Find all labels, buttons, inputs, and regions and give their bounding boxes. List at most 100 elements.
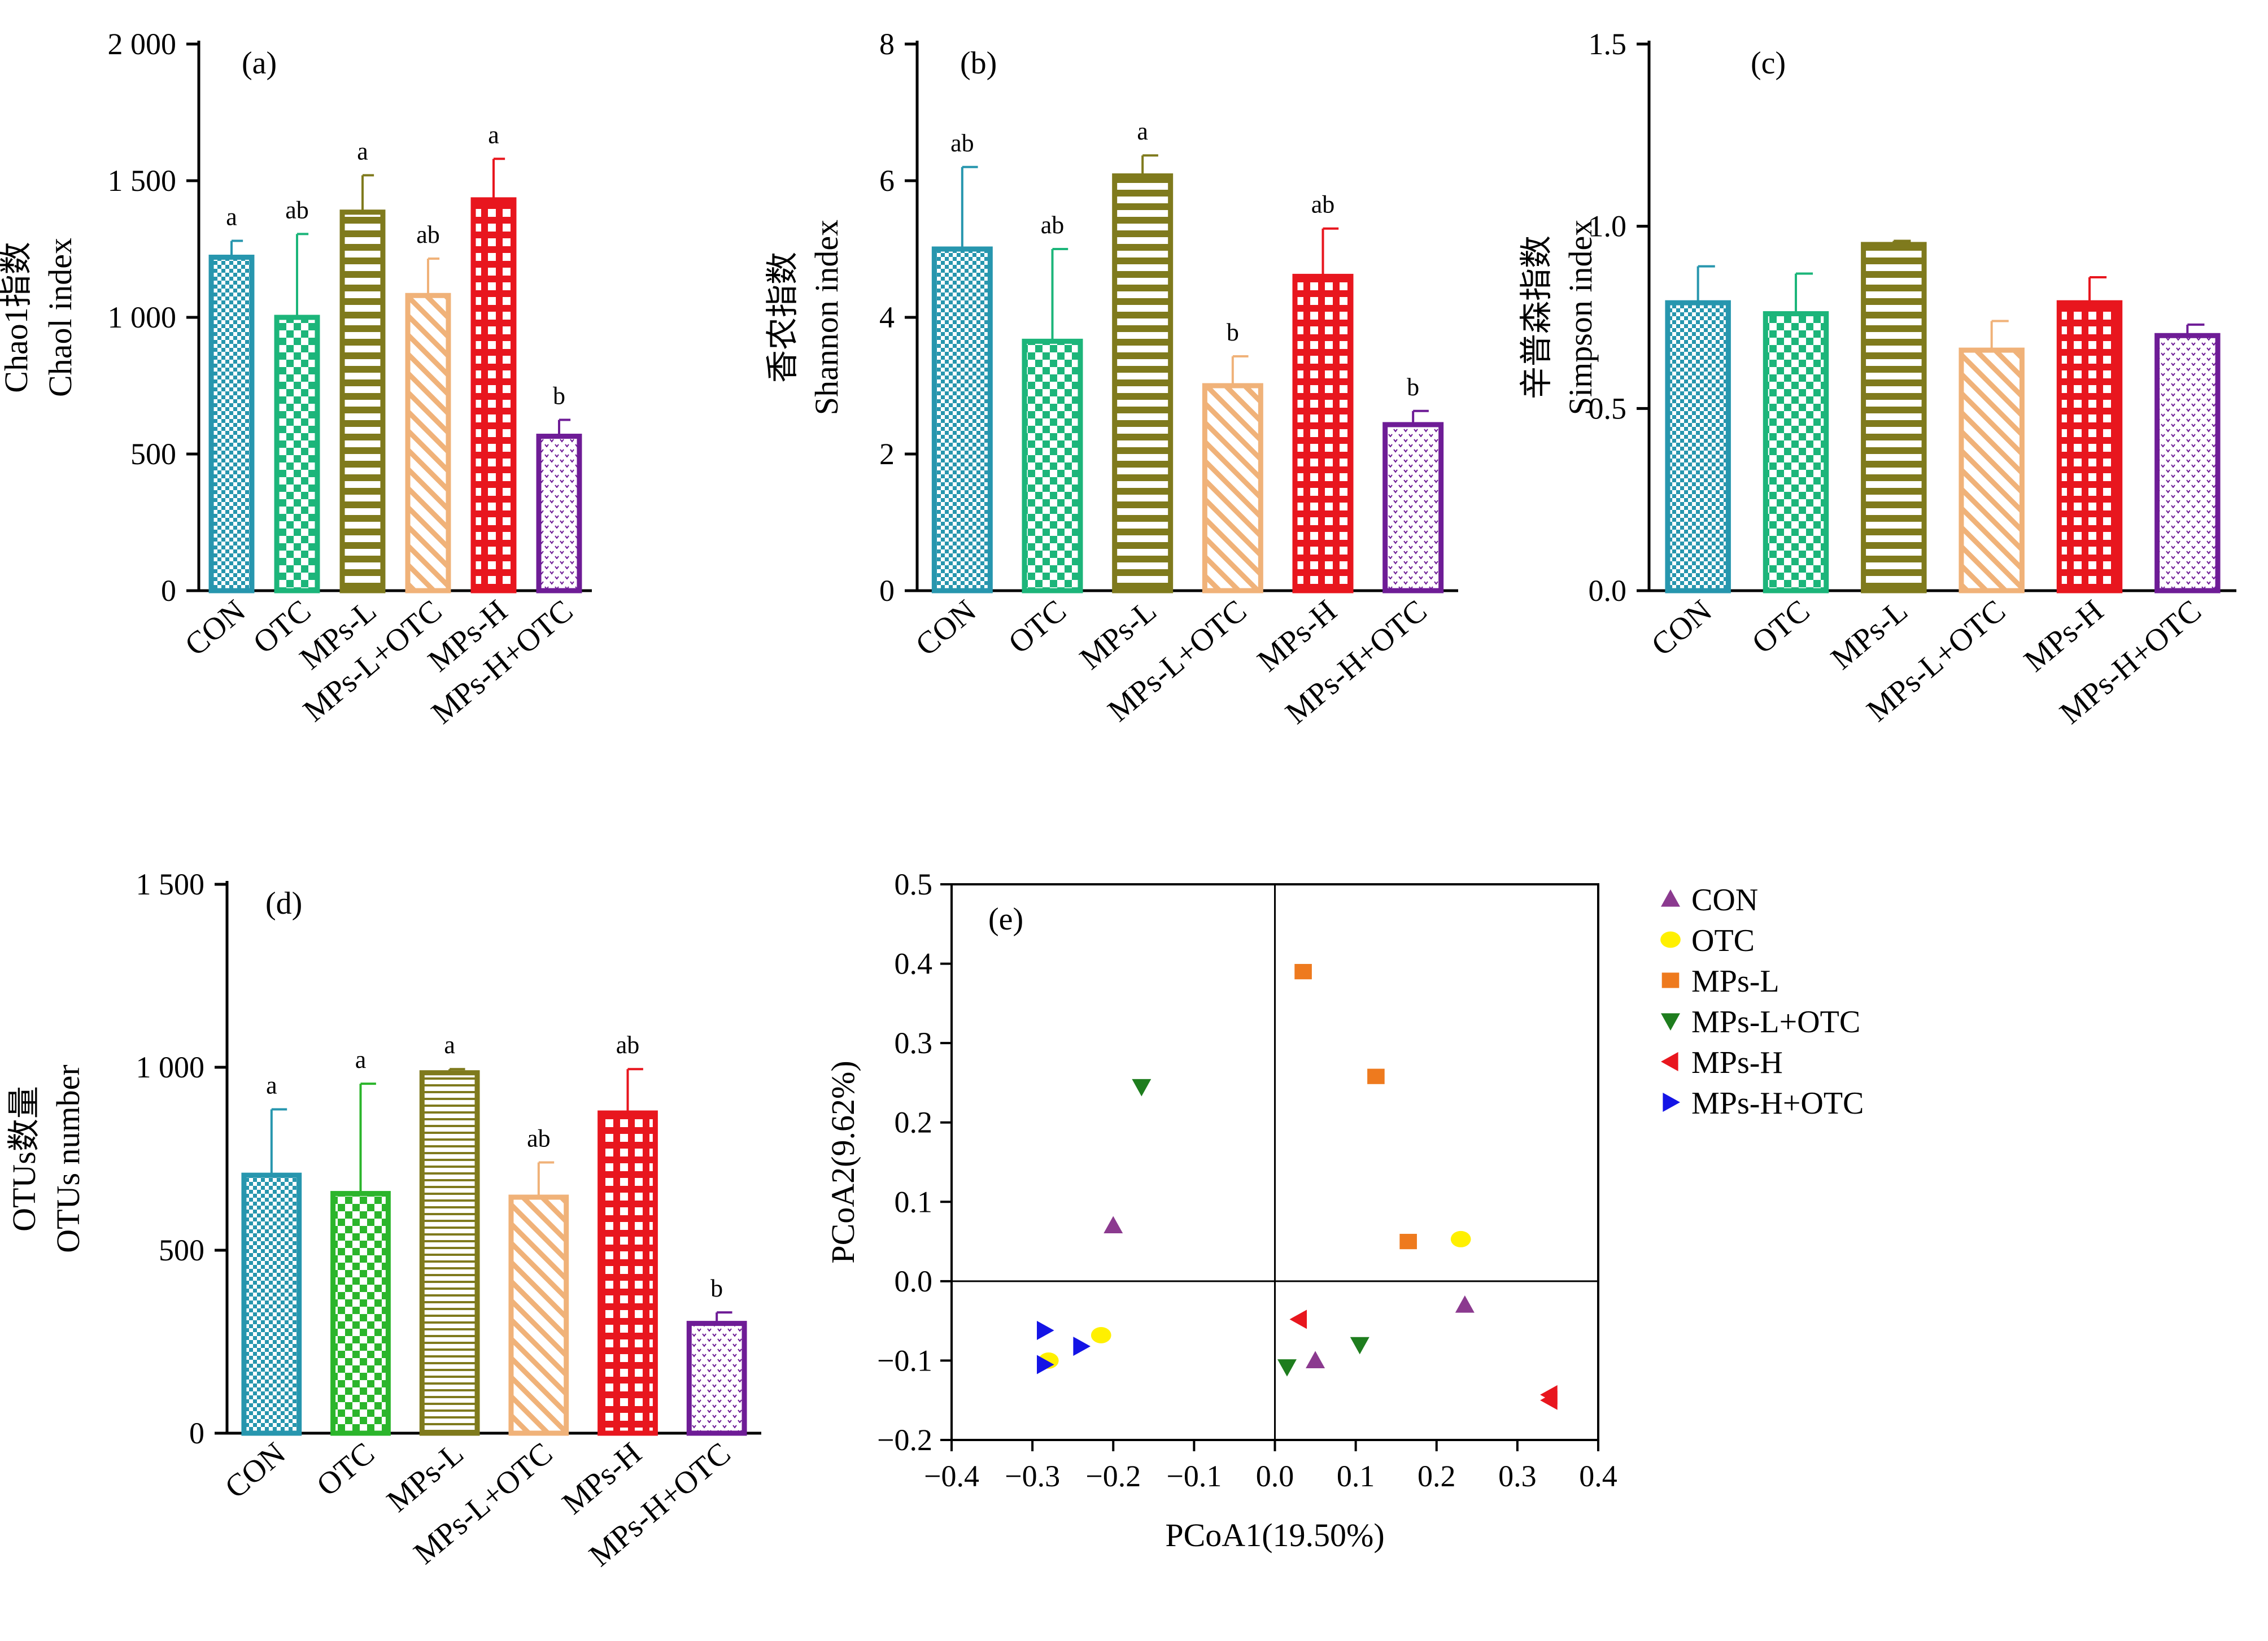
- legend-label: MPs-L+OTC: [1691, 1005, 1860, 1040]
- y-axis-label-en: Chaol index: [42, 238, 78, 397]
- y-axis-label-en: Shannon index: [808, 220, 845, 415]
- y-axis-label-en: OTUs number: [50, 1064, 86, 1252]
- significance-letter: ab: [1041, 211, 1065, 239]
- y-tick-label: −0.2: [877, 1423, 932, 1457]
- y-tick-label: 2: [879, 437, 895, 471]
- y-tick-label: 0.1: [895, 1185, 933, 1219]
- bar-mps-h-otc: [536, 434, 582, 593]
- x-tick-label: MPs-L: [1825, 593, 1914, 677]
- y-tick-label: −0.1: [877, 1343, 932, 1377]
- significance-letter: ab: [1311, 191, 1335, 219]
- x-tick-label: −0.1: [1166, 1459, 1222, 1493]
- y-tick-label: 0: [189, 1416, 204, 1450]
- y-tick-label: 8: [879, 27, 895, 61]
- data-point: [1367, 1068, 1385, 1084]
- legend-label: MPs-H: [1691, 1045, 1783, 1080]
- y-tick-label: 0.0: [1589, 574, 1627, 608]
- significance-letter: ab: [950, 129, 974, 157]
- x-tick-label: −0.3: [1005, 1459, 1060, 1493]
- y-tick-label: 0: [879, 574, 895, 608]
- x-tick-label: OTC: [1002, 593, 1073, 660]
- data-point: [1036, 1355, 1054, 1374]
- x-tick-label: 0.3: [1498, 1459, 1537, 1493]
- significance-letter: b: [710, 1275, 723, 1302]
- data-point: [1540, 1390, 1558, 1410]
- bar-mps-h: [597, 1110, 658, 1436]
- significance-letter: b: [1227, 318, 1239, 346]
- y-tick-label: 1 500: [108, 164, 177, 198]
- y-tick-label: 1 500: [136, 867, 205, 901]
- data-point: [1277, 1359, 1297, 1377]
- bar-mps-h: [1292, 273, 1354, 593]
- bar-otc: [274, 315, 320, 593]
- legend-label: CON: [1691, 883, 1758, 918]
- panel-label: (e): [988, 902, 1023, 937]
- x-tick-label: 0.2: [1418, 1459, 1456, 1493]
- bar-otc: [330, 1191, 391, 1436]
- bar-mps-l: [419, 1070, 480, 1436]
- bar-mps-l: [1112, 173, 1174, 593]
- significance-letter: ab: [416, 221, 440, 248]
- significance-letter: ab: [285, 196, 309, 224]
- significance-letter: ab: [616, 1031, 640, 1059]
- data-point: [1450, 1230, 1471, 1247]
- bar-mps-h-otc: [686, 1321, 747, 1436]
- data-point: [1073, 1337, 1091, 1356]
- y-axis-label-cn: 香农指数: [764, 252, 801, 383]
- bar-mps-h-otc: [1382, 422, 1444, 593]
- series-mps-l: [1294, 964, 1417, 1250]
- bar-otc: [1763, 311, 1829, 593]
- bar-con: [1665, 300, 1731, 593]
- data-point: [1289, 1310, 1307, 1329]
- x-tick-label: OTC: [1746, 593, 1817, 660]
- legend-marker: [1661, 889, 1680, 907]
- data-point: [1306, 1351, 1325, 1369]
- panel-d-otus-chart: 0 500 1 000 1 500 (d) OTUs数量 OTUs number a CON a O…: [6, 867, 761, 1573]
- panel-label: (a): [242, 46, 277, 81]
- panel-label: (c): [1751, 46, 1786, 81]
- legend-marker: [1661, 1013, 1680, 1031]
- significance-letter: b: [553, 382, 565, 410]
- y-axis-label-en: Simpson index: [1562, 220, 1599, 415]
- x-tick-label: CON: [178, 593, 252, 662]
- series-mps-h-otc: [1036, 1321, 1091, 1374]
- panel-label: (d): [265, 886, 302, 921]
- data-point: [1350, 1337, 1369, 1355]
- series-con: [1104, 1216, 1475, 1369]
- y-tick-label: 0.0: [895, 1264, 933, 1298]
- data-point: [1399, 1233, 1417, 1250]
- significance-letter: a: [357, 137, 368, 165]
- bar-mps-l-otc: [508, 1194, 569, 1436]
- bar-mps-h: [2056, 300, 2123, 593]
- significance-letter: a: [1137, 117, 1148, 145]
- significance-letter: ab: [527, 1124, 551, 1152]
- significance-letter: a: [226, 203, 237, 230]
- x-axis-label: PCoA1(19.50%): [1165, 1517, 1384, 1553]
- significance-letter: a: [444, 1031, 455, 1059]
- legend-marker: [1661, 972, 1680, 988]
- y-axis-label-cn: Chao1指数: [0, 242, 34, 392]
- panel-a-chao1-chart: 0 500 1 000 1 500 2 000 (a) Chao1指数 Chaol index…: [0, 27, 592, 731]
- y-tick-label: 0.5: [1589, 391, 1627, 425]
- significance-letter: b: [1407, 373, 1419, 401]
- bar-mps-l-otc: [405, 293, 451, 593]
- y-tick-label: 1 000: [136, 1050, 205, 1084]
- bar-mps-l-otc: [1959, 347, 2025, 593]
- bar-mps-h: [470, 197, 517, 593]
- significance-letter: a: [488, 121, 499, 149]
- x-tick-label: CON: [909, 593, 983, 662]
- y-tick-label: 2 000: [108, 27, 177, 61]
- data-point: [1132, 1079, 1152, 1097]
- bar-con: [241, 1172, 302, 1436]
- y-axis-label-cn: 辛普森指数: [1518, 235, 1555, 399]
- legend-marker: [1661, 1052, 1678, 1071]
- panel-label: (b): [960, 46, 997, 81]
- bar-otc: [1022, 338, 1083, 593]
- data-point: [1091, 1326, 1111, 1343]
- series-otc: [1038, 1230, 1471, 1369]
- legend-marker: [1660, 931, 1681, 948]
- x-tick-label: 0.0: [1256, 1459, 1294, 1493]
- bar-mps-l: [339, 210, 386, 593]
